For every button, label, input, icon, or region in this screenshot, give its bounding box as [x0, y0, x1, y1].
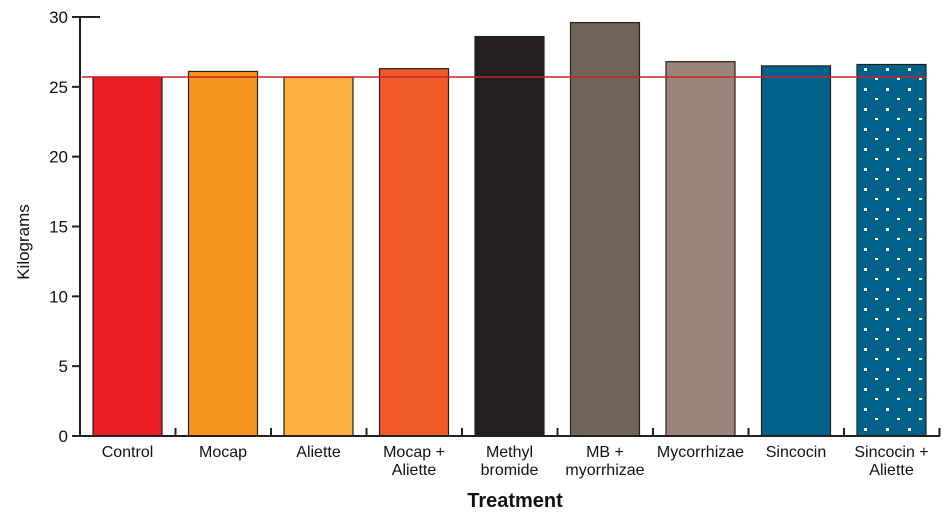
category-label-8-line-0: Sincocin + — [854, 444, 928, 461]
bar-5 — [569, 21, 641, 437]
y-tick-label-0: 0 — [59, 427, 68, 446]
bar-6 — [665, 61, 736, 437]
bars-layer — [92, 21, 927, 437]
bar-4 — [474, 35, 545, 437]
bar-7 — [760, 65, 832, 437]
bar-2 — [283, 76, 354, 437]
y-tick-label-1: 5 — [59, 357, 68, 376]
category-label-5-line-0: MB + — [586, 444, 624, 461]
bar-0 — [92, 76, 163, 437]
y-tick-label-6: 30 — [49, 8, 68, 27]
axes-layer — [72, 16, 941, 437]
y-tick-label-5: 25 — [49, 78, 68, 97]
y-tick-label-2: 10 — [49, 287, 68, 306]
x-axis-title: Treatment — [467, 490, 563, 512]
category-label-5-line-1: myorrhizae — [565, 462, 644, 479]
category-label-4-line-0: Methyl — [486, 444, 533, 461]
category-label-4-line-1: bromide — [481, 462, 539, 479]
category-label-1: Mocap — [199, 444, 247, 461]
category-label-7: Sincocin — [766, 444, 826, 461]
y-tick-label-3: 15 — [49, 218, 68, 237]
category-label-3-line-1: Aliette — [392, 462, 437, 479]
bar-8 — [856, 63, 927, 437]
bar-3 — [378, 68, 450, 437]
category-label-2: Aliette — [296, 444, 341, 461]
category-label-8-line-1: Aliette — [869, 462, 914, 479]
y-tick-label-4: 20 — [49, 148, 68, 167]
category-label-3-line-0: Mocap + — [383, 444, 445, 461]
category-label-0: Control — [102, 444, 154, 461]
y-axis-title: Kilograms — [14, 204, 33, 280]
bar-1 — [187, 70, 259, 437]
category-label-6: Mycorrhizae — [657, 444, 744, 461]
